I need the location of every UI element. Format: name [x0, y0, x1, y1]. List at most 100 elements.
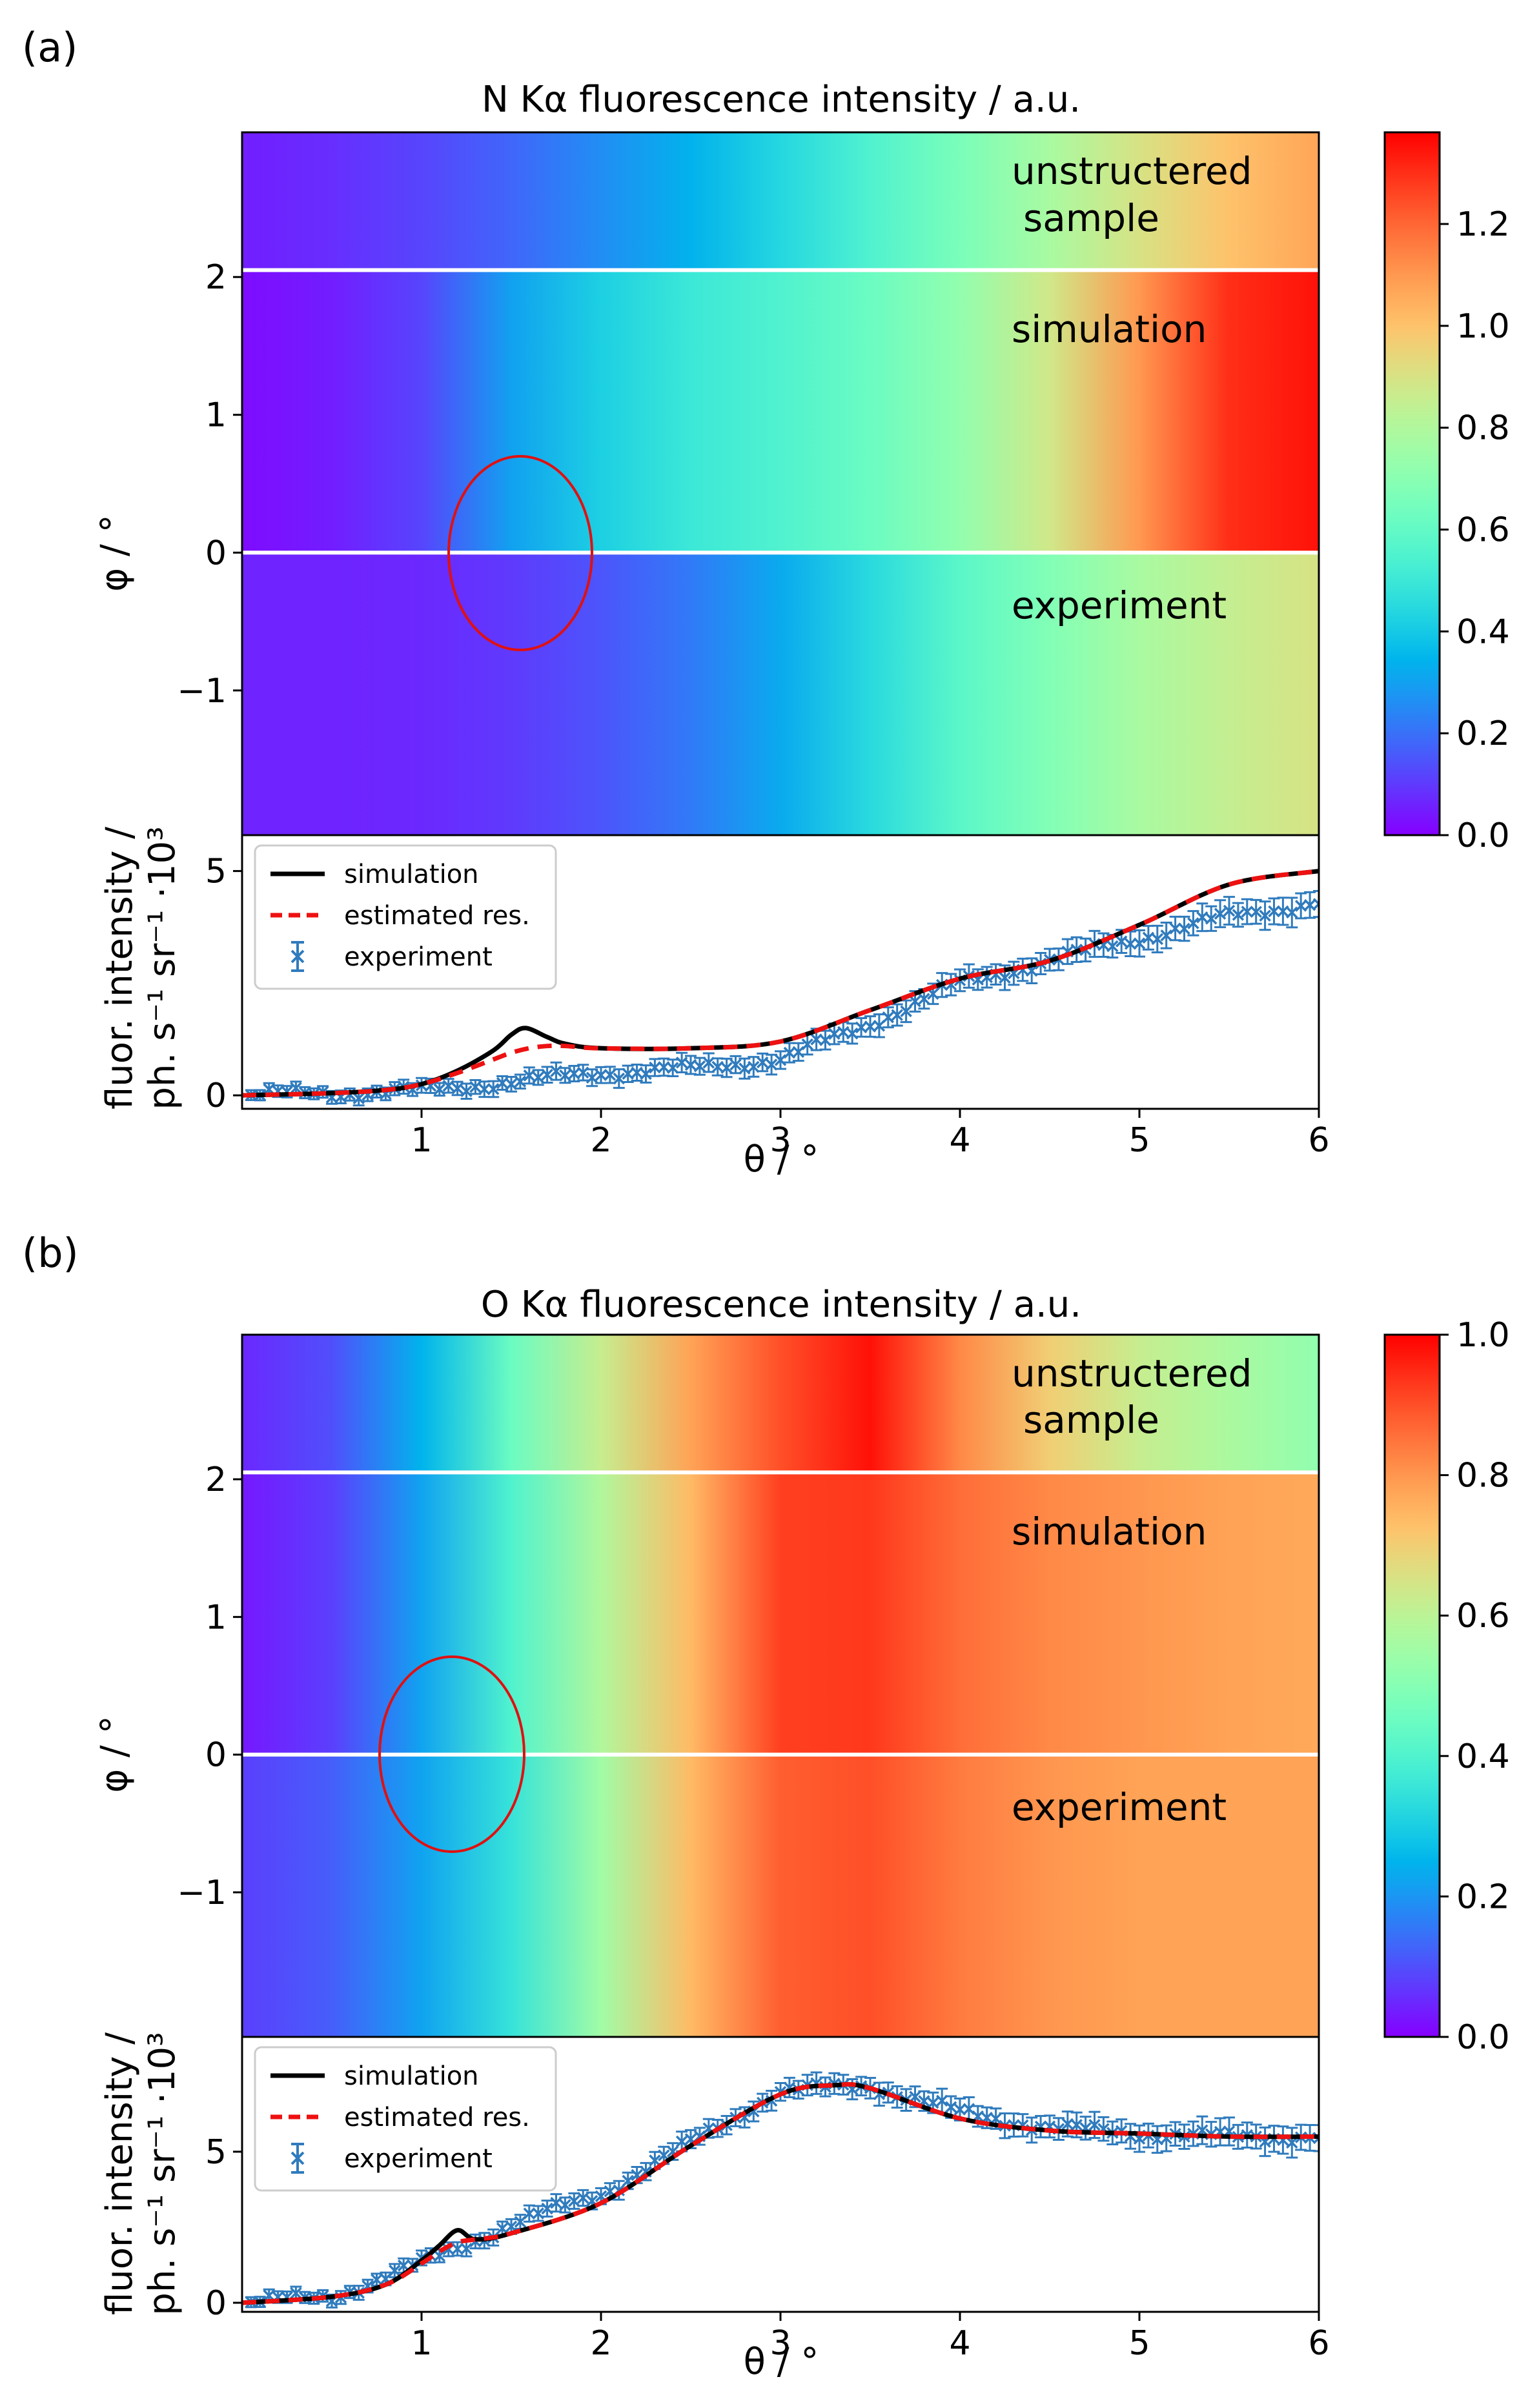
- panel-b-intensity-label: fluor. intensity / ph. s⁻¹ sr⁻¹ ·10³: [99, 2032, 183, 2315]
- panel-a-xtick-label-4: 5: [1128, 1121, 1150, 1160]
- panel-a-experiment-point: [576, 1064, 589, 1082]
- panel-b-ytick-label-1: 5: [205, 2133, 227, 2172]
- panel-a-ytick-label-1: 0: [205, 534, 227, 572]
- panel-b-legend-label-2: experiment: [344, 2144, 493, 2174]
- panel-a-experiment-point: [774, 1050, 787, 1070]
- panel-b-ytick-label-0: −1: [177, 1874, 227, 1912]
- panel-b-experiment-point: [1196, 2115, 1208, 2145]
- panel-b-xtick-label-1: 2: [590, 2324, 611, 2363]
- panel-a-intensity-label-line1: fluor. intensity /: [99, 827, 141, 1109]
- panel-a-cbtick-label-3: 0.6: [1456, 511, 1510, 550]
- panel-b-xtick-label-4: 5: [1128, 2324, 1150, 2363]
- panel-a-experiment-point: [1034, 952, 1047, 975]
- panel-b-line-plot: 1 2 3 4 5 6 0 5 simulation estimated res. experime…: [205, 2036, 1330, 2363]
- panel-a-intensity-label-line2: ph. s⁻¹ sr⁻¹ ·10³: [141, 826, 183, 1109]
- panel-a-region-unstructured: unstructered: [1012, 149, 1252, 193]
- panel-a-experiment-point: [1277, 896, 1289, 926]
- panel-a-xtick-label-0: 1: [411, 1121, 432, 1160]
- panel-a-legend: simulation estimated res. experiment: [254, 844, 557, 990]
- panel-b-region-unstructured: [242, 1335, 1319, 1473]
- panel-b-intensity-label-line1: fluor. intensity /: [99, 2032, 141, 2315]
- panel-a-cbtick-label-5: 1.0: [1456, 307, 1510, 346]
- panel-b-cbtick-label-1: 0.2: [1456, 1877, 1510, 1916]
- panel-a-estimated-res-line: [242, 869, 1319, 1098]
- panel-a-experiment-point: [604, 1066, 617, 1084]
- panel-a-legend-box: [254, 844, 557, 990]
- panel-a-region-simulation: simulation: [1012, 307, 1207, 351]
- panel-a-experiment-point: [649, 1058, 661, 1077]
- panel-a-experiment-point: [1133, 929, 1146, 958]
- panel-b-cbtick-label-3: 0.6: [1456, 1597, 1510, 1635]
- panel-b-colorbar: 0.0 0.2 0.4 0.6 0.8 1.0: [1383, 1316, 1510, 2057]
- panel-a-experiment-point: [586, 1068, 598, 1088]
- panel-a-experiment-point: [1303, 891, 1316, 919]
- panel-a-highlight-ellipse: [447, 455, 593, 651]
- panel-a-experiment-point: [640, 1064, 652, 1084]
- svg-text:φ / °: φ / °: [94, 514, 136, 591]
- panel-a-experiment-point: [1178, 915, 1190, 942]
- panel-a-experiment-point: [496, 1075, 509, 1091]
- panel-b-legend-box: [254, 2046, 557, 2192]
- panel-b-legend: simulation estimated res. experiment: [254, 2046, 557, 2192]
- panel-b-experiment-point: [1286, 2127, 1298, 2159]
- panel-b-theta-label: θ / °: [744, 2341, 819, 2383]
- panel-a-theta-label: θ / °: [744, 1138, 819, 1180]
- panel-b-region-experiment: [242, 1754, 1319, 2037]
- panel-a-ytick-label-3: 2: [205, 258, 227, 297]
- panel-a-legend-label-1: estimated res.: [344, 901, 530, 931]
- panel-a-experiment-point: [702, 1052, 715, 1073]
- panel-a-experiment-point: [666, 1058, 679, 1077]
- panel-b-heatmap: −1 0 1 2: [177, 1333, 1320, 2038]
- panel-a-experiment-point: [1214, 899, 1227, 929]
- panel-a-experiment-point: [891, 1003, 903, 1027]
- panel-b-cbtick-label-2: 0.4: [1456, 1737, 1510, 1776]
- panel-a-experiment-point: [999, 964, 1011, 991]
- panel-a-intensity-label: fluor. intensity / ph. s⁻¹ sr⁻¹ ·10³: [99, 826, 183, 1109]
- panel-a-phi-axis-label: φ / °: [94, 514, 136, 591]
- panel-a-experiment-point: [1286, 896, 1298, 929]
- panel-a-heatmap: −1 0 1 2: [177, 131, 1320, 836]
- panel-a-cbtick-label-0: 0.0: [1456, 816, 1510, 855]
- panel-a-xtick-label-5: 6: [1308, 1121, 1329, 1160]
- panel-b-legend-label-1: estimated res.: [344, 2103, 530, 2132]
- panel-a-region-experiment: [242, 552, 1319, 835]
- panel-a-experiment-point: [855, 1017, 868, 1038]
- panel-b-plot-area: [242, 2071, 1319, 2309]
- panel-b-colorbar-bar: [1383, 1333, 1441, 2038]
- panel-a-region-experiment: experiment: [1012, 583, 1227, 627]
- panel-b-ytick-label-3: 2: [205, 1461, 227, 1499]
- panel-a-label: (a): [22, 24, 77, 71]
- panel-a-experiment-point: [729, 1055, 742, 1075]
- panel-b-xtick-label-3: 4: [949, 2324, 970, 2363]
- panel-a-experiment-point: [1205, 905, 1218, 932]
- panel-b-simulation-line: [242, 2081, 1319, 2305]
- panel-a-ytick-label-0: −1: [177, 672, 227, 711]
- panel-b-experiment-point: [1277, 2125, 1289, 2155]
- panel-b-legend-experiment-swatch: [290, 2143, 305, 2174]
- panel-a-legend-experiment-swatch: [290, 941, 305, 972]
- panel-b-cbtick-label-0: 0.0: [1456, 2018, 1510, 2057]
- panel-a-xtick-label-3: 4: [949, 1121, 970, 1160]
- panel-a-colorbar: 0.0 0.2 0.4 0.6 0.8 1.0 1.2: [1383, 131, 1510, 855]
- panel-b-experiment-point: [523, 2204, 536, 2223]
- panel-a-region-simulation: [242, 270, 1319, 553]
- panel-a-experiment-point: [748, 1056, 760, 1078]
- panel-a-experiment-point: [1169, 915, 1181, 942]
- panel-a-experiment-point: [819, 1029, 831, 1051]
- panel-b-experiment-point: [576, 2189, 589, 2207]
- panel-a-cbtick-label-2: 0.4: [1456, 612, 1510, 651]
- panel-a-legend-label-0: simulation: [344, 860, 479, 889]
- panel-b-experiment-point: [990, 2107, 1002, 2130]
- panel-b-region-simulation: [242, 1472, 1319, 1755]
- panel-b-xtick-label-0: 1: [411, 2324, 432, 2363]
- svg-text:φ / °: φ / °: [94, 1715, 136, 1792]
- panel-b-region-experiment: experiment: [1012, 1785, 1227, 1829]
- panel-a-experiment-point: [739, 1057, 751, 1080]
- panel-a-ytick-label-0: 0: [205, 1077, 227, 1115]
- panel-a-experiment-point: [1312, 889, 1319, 918]
- panel-a-legend-label-2: experiment: [344, 942, 493, 972]
- panel-a-cbtick-label-4: 0.8: [1456, 409, 1510, 448]
- panel-b-legend-label-0: simulation: [344, 2061, 479, 2091]
- panel-a-region-sample: sample: [1023, 196, 1159, 240]
- panel-a-experiment-point: [1232, 902, 1245, 928]
